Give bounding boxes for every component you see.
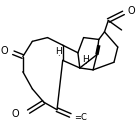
- Text: O: O: [11, 109, 19, 119]
- Text: Ḥ: Ḥ: [82, 54, 89, 63]
- Text: O: O: [0, 46, 8, 56]
- Text: Ḥ: Ḥ: [55, 46, 62, 55]
- Text: O: O: [127, 6, 135, 16]
- Text: =C: =C: [74, 113, 87, 122]
